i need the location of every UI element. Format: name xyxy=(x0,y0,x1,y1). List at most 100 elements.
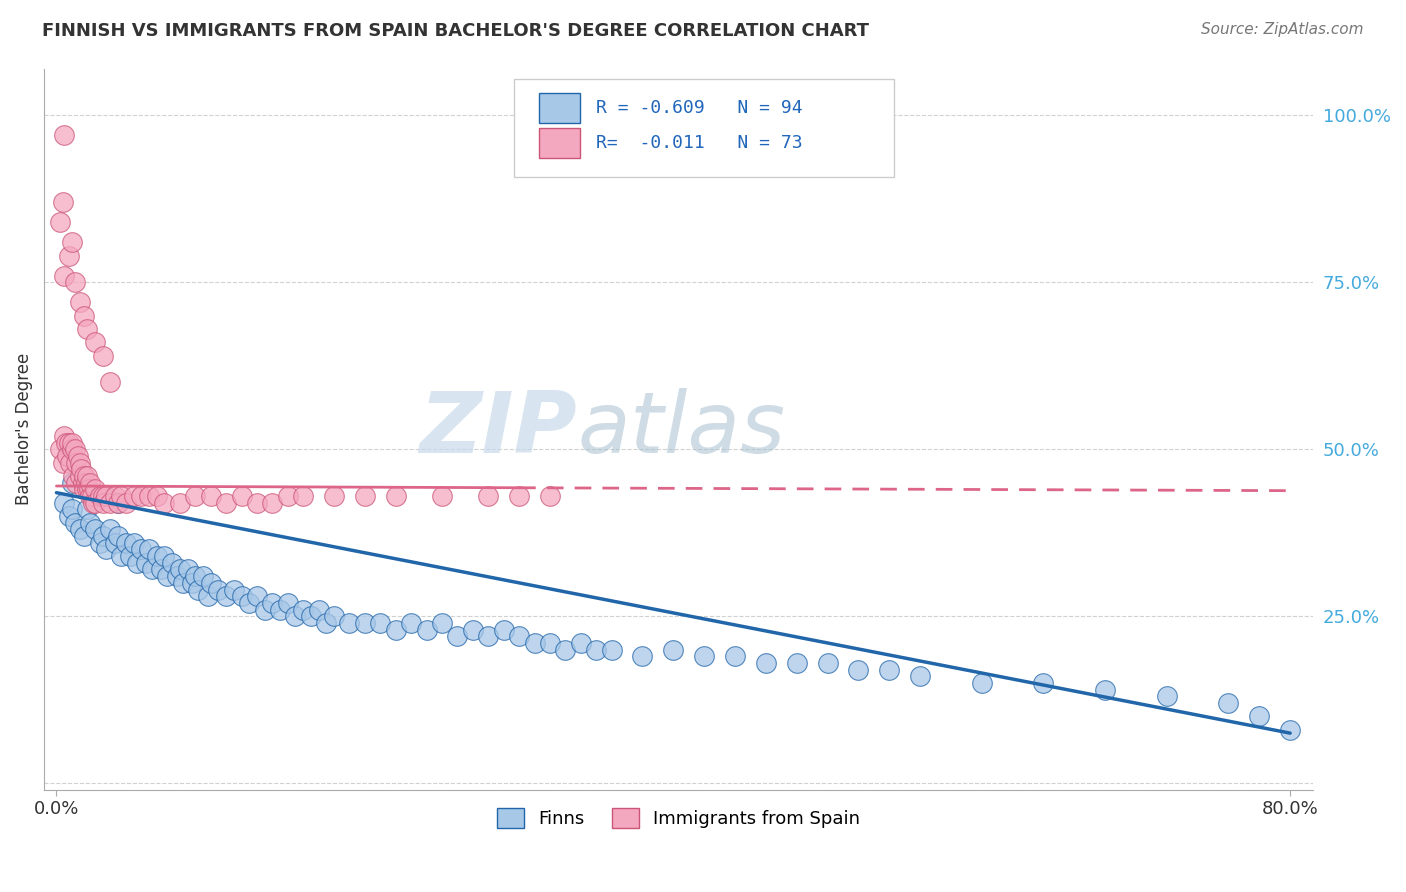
Point xyxy=(477,489,499,503)
Point xyxy=(94,489,117,503)
Point xyxy=(207,582,229,597)
Point xyxy=(172,575,194,590)
Point xyxy=(79,489,101,503)
Point xyxy=(70,462,93,476)
Point xyxy=(231,589,253,603)
Point xyxy=(1249,709,1271,723)
Point xyxy=(73,483,96,497)
Point xyxy=(200,575,222,590)
Point xyxy=(138,542,160,557)
Point xyxy=(63,516,86,530)
Point xyxy=(430,489,453,503)
Point xyxy=(1032,676,1054,690)
Point xyxy=(53,128,76,143)
Point xyxy=(160,556,183,570)
Point xyxy=(48,442,70,457)
Point xyxy=(110,489,132,503)
Point xyxy=(69,523,91,537)
Point xyxy=(693,649,716,664)
Point xyxy=(138,489,160,503)
Point xyxy=(100,523,122,537)
Point xyxy=(91,489,114,503)
Point xyxy=(145,489,167,503)
Point xyxy=(84,523,107,537)
Point xyxy=(817,656,839,670)
Point xyxy=(115,496,138,510)
Point xyxy=(150,562,173,576)
Point xyxy=(73,309,96,323)
Point xyxy=(184,489,207,503)
Point xyxy=(1218,696,1240,710)
Point xyxy=(76,502,98,516)
Point xyxy=(187,582,209,597)
Point xyxy=(1279,723,1302,737)
Point xyxy=(184,569,207,583)
Point xyxy=(169,496,191,510)
Point xyxy=(58,248,80,262)
Point xyxy=(63,275,86,289)
Point xyxy=(129,489,152,503)
FancyBboxPatch shape xyxy=(538,93,579,123)
Point xyxy=(323,609,346,624)
Point xyxy=(197,589,219,603)
Point xyxy=(169,562,191,576)
Point xyxy=(65,475,87,490)
Point xyxy=(308,602,330,616)
Point xyxy=(60,235,83,250)
FancyBboxPatch shape xyxy=(538,128,579,158)
Point xyxy=(786,656,808,670)
Point xyxy=(73,469,96,483)
Point xyxy=(84,496,107,510)
Point xyxy=(100,376,122,390)
Point xyxy=(75,475,97,490)
Point xyxy=(79,516,101,530)
Legend: Finns, Immigrants from Spain: Finns, Immigrants from Spain xyxy=(489,801,868,835)
Point xyxy=(315,615,337,630)
Point xyxy=(415,623,437,637)
Point xyxy=(107,529,129,543)
Point xyxy=(104,489,127,503)
Point xyxy=(246,496,269,510)
Point xyxy=(69,469,91,483)
Point xyxy=(755,656,778,670)
Point xyxy=(58,435,80,450)
Point xyxy=(269,602,291,616)
Point xyxy=(80,489,103,503)
Point xyxy=(253,602,276,616)
Point xyxy=(215,589,238,603)
Point xyxy=(69,295,91,310)
Point xyxy=(89,489,111,503)
Point xyxy=(176,562,198,576)
Point xyxy=(58,509,80,524)
Point xyxy=(1156,690,1178,704)
Point xyxy=(63,442,86,457)
Point xyxy=(384,623,406,637)
Point xyxy=(181,575,204,590)
Point xyxy=(115,535,138,549)
Point xyxy=(323,489,346,503)
Point xyxy=(69,456,91,470)
Point xyxy=(430,615,453,630)
Point xyxy=(59,456,82,470)
Point xyxy=(65,456,87,470)
Point xyxy=(91,496,114,510)
Y-axis label: Bachelor's Degree: Bachelor's Degree xyxy=(15,353,32,506)
Text: R=  -0.011   N = 73: R= -0.011 N = 73 xyxy=(596,134,803,152)
Point xyxy=(84,483,107,497)
Point xyxy=(262,596,284,610)
Point xyxy=(60,435,83,450)
Point xyxy=(120,549,142,563)
Point xyxy=(662,642,685,657)
Point xyxy=(246,589,269,603)
Point xyxy=(354,615,377,630)
Point xyxy=(76,469,98,483)
Point xyxy=(877,663,900,677)
Point xyxy=(191,569,214,583)
Point xyxy=(523,636,546,650)
Point xyxy=(215,496,238,510)
Point xyxy=(846,663,869,677)
Point xyxy=(53,429,76,443)
Point xyxy=(200,489,222,503)
Point xyxy=(48,215,70,229)
Point xyxy=(231,489,253,503)
